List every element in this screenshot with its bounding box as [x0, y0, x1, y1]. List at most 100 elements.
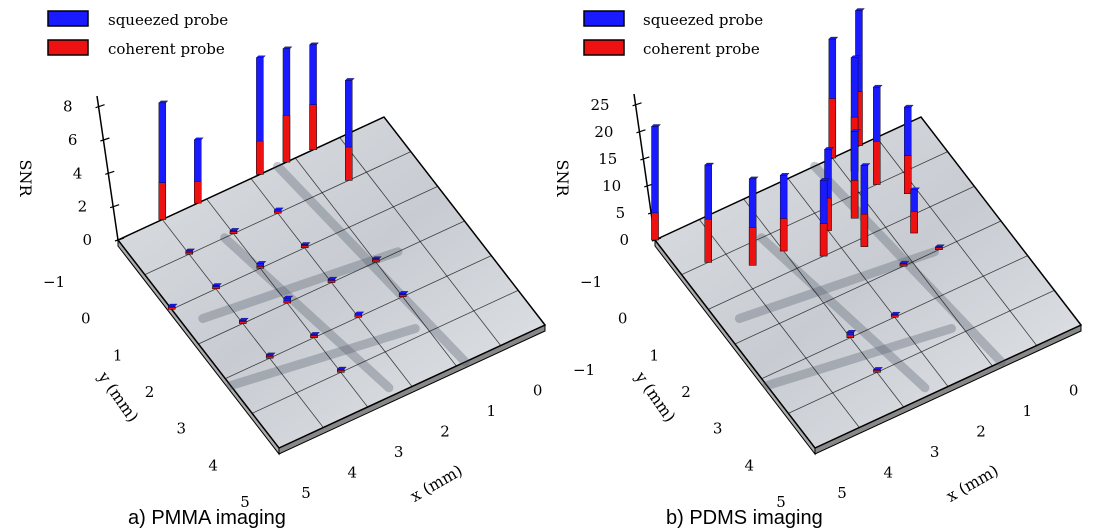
bar-squeezed-top — [873, 367, 883, 370]
x-tick-label: 1 — [1023, 402, 1033, 420]
x-tick-label: 3 — [394, 443, 404, 461]
bar-coherent — [819, 223, 828, 257]
bar-pair — [212, 283, 222, 290]
bar-pair — [336, 366, 347, 373]
x-axis-label: x (mm) — [943, 461, 1002, 506]
bar-pair — [256, 261, 267, 269]
bar-squeezed-top — [371, 256, 382, 259]
floor-texture — [226, 324, 420, 391]
bar-squeezed-top — [935, 244, 945, 247]
bar-squeezed-top — [256, 261, 267, 264]
caption-pmma: a) PMMA imaging — [128, 507, 286, 529]
x-tick-label: 0 — [1069, 382, 1079, 400]
bar-pair — [327, 277, 338, 283]
bar-coherent — [274, 210, 282, 214]
bar-coherent — [372, 259, 380, 263]
bar-coherent — [310, 335, 318, 338]
z-tick-mark — [105, 170, 115, 175]
bar-squeezed-top — [398, 291, 409, 294]
bar-pair — [846, 330, 857, 338]
bar-squeezed-top — [903, 104, 914, 108]
bar-squeezed-top — [212, 283, 222, 286]
bar-coherent — [779, 218, 788, 252]
bar-squeezed-top — [872, 84, 883, 88]
z-tick-label: 6 — [68, 131, 78, 149]
bar-coherent — [265, 355, 274, 359]
bar-pair — [651, 124, 661, 241]
x-tick-label: 3 — [930, 443, 940, 461]
grid-line — [788, 289, 1055, 414]
z-tick-label: 25 — [590, 96, 609, 114]
bar-squeezed-top — [354, 311, 365, 314]
bar-pair — [398, 291, 409, 297]
bar-pair — [828, 36, 839, 159]
bar-coherent — [904, 155, 912, 194]
legend-right: squeezed probe coherent probe — [583, 10, 763, 58]
caption-pdms: b) PDMS imaging — [666, 507, 823, 529]
z-tick-label: 0 — [82, 231, 92, 249]
z-tick-label: 8 — [63, 98, 73, 116]
y-tick-label: 4 — [208, 456, 218, 474]
bar-squeezed-top — [824, 147, 834, 150]
y-tick-label: 2 — [681, 383, 691, 401]
bar-coherent — [651, 212, 659, 241]
legend-swatch-coherent — [583, 39, 625, 56]
bar-pair — [872, 84, 883, 185]
grid-line — [251, 289, 519, 414]
bar-coherent — [860, 213, 869, 247]
z-axis — [96, 95, 119, 241]
legend-swatch-squeezed — [583, 10, 625, 27]
bar-coherent — [935, 247, 943, 250]
legend-swatch-squeezed — [47, 10, 89, 27]
y-axis-label: y (mm) — [94, 367, 143, 425]
floor-texture — [762, 324, 956, 391]
z-tick-mark — [636, 129, 646, 134]
bar-coherent — [873, 370, 881, 373]
bar-squeezed-top — [860, 163, 871, 166]
z-tick-mark — [114, 237, 125, 242]
bar-pair — [256, 55, 266, 175]
grid-line — [383, 116, 546, 326]
x-tick-label: −1 — [573, 361, 595, 379]
bar-squeezed-top — [704, 162, 715, 166]
bar-squeezed-top — [310, 332, 320, 335]
bar-squeezed-top — [158, 100, 169, 103]
y-tick-label: 2 — [145, 383, 155, 401]
bar-squeezed-top — [899, 260, 910, 264]
bar-coherent — [309, 104, 317, 151]
bar-squeezed-top — [855, 8, 865, 11]
bar-squeezed-top — [300, 242, 311, 245]
bar-squeezed-top — [327, 277, 338, 280]
grid-line — [920, 116, 1082, 326]
bar-coherent — [398, 294, 407, 297]
bar-pair — [873, 367, 883, 373]
legend-label-squeezed: squeezed probe — [643, 11, 763, 29]
z-tick-label: 4 — [73, 164, 83, 182]
bar-coherent — [185, 251, 193, 255]
z-tick-label: 2 — [78, 198, 88, 216]
bar-squeezed-top — [651, 124, 661, 127]
bar-pair — [354, 311, 365, 318]
bar-coherent — [239, 321, 247, 324]
bar-pair — [273, 207, 284, 214]
bar-coherent — [256, 266, 265, 269]
bar-coherent — [873, 141, 881, 185]
bar-coherent — [229, 231, 238, 234]
y-tick-label: 5 — [240, 493, 250, 511]
bar-pair — [935, 244, 945, 250]
y-tick-label: 1 — [113, 346, 123, 364]
bar-squeezed-top — [256, 55, 266, 58]
bar-squeezed-top — [890, 312, 901, 315]
bar-coherent — [158, 182, 167, 220]
bar-pair — [185, 248, 196, 255]
z-tick-label: 15 — [598, 150, 617, 168]
bar-pair — [371, 256, 382, 263]
bar-coherent — [327, 280, 336, 283]
bar-pair — [910, 187, 920, 234]
bar-squeezed-top — [828, 36, 839, 40]
bar-squeezed-top — [336, 366, 347, 370]
bar-squeezed-top — [309, 42, 319, 45]
grid-line — [814, 324, 1082, 449]
x-tick-label: 5 — [837, 484, 847, 502]
